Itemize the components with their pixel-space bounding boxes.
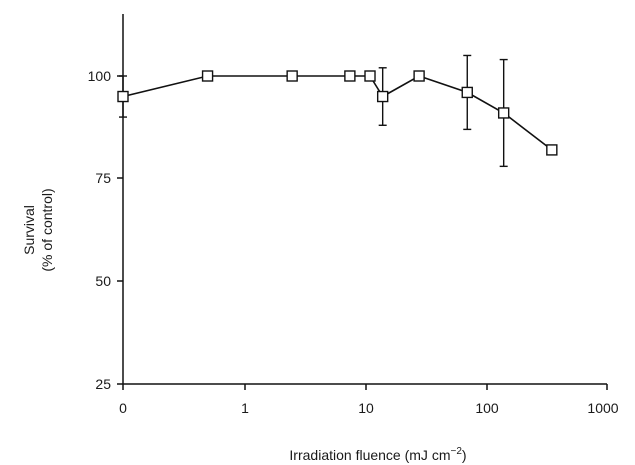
y-axis-label-line2: (% of control): [39, 188, 55, 271]
data-point: [344, 70, 356, 82]
x-tick-label-1000: 1000: [587, 400, 618, 416]
x-tick-label-1: 1: [241, 400, 249, 416]
plot-area: [117, 54, 558, 168]
y-tick-label-75: 75: [95, 170, 111, 186]
data-point: [286, 70, 298, 82]
data-point: [413, 70, 425, 82]
x-tick-label-0: 0: [119, 400, 127, 416]
x-tick-label-10: 10: [358, 400, 374, 416]
data-point: [497, 107, 510, 119]
y-axis: 25 50 75 100: [88, 14, 124, 392]
x-tick-label-100: 100: [475, 400, 499, 416]
y-tick-label-50: 50: [95, 273, 111, 289]
y-tick-label-100: 100: [88, 68, 112, 84]
x-axis: 0 1 10 100 1000: [119, 383, 619, 416]
data-point: [461, 86, 473, 99]
data-point: [364, 70, 376, 82]
series-line: [122, 75, 553, 151]
x-axis-label-close: ): [462, 447, 467, 463]
x-axis-label-superscript: −2: [450, 446, 462, 457]
data-point: [201, 70, 214, 82]
data-point: [376, 90, 389, 103]
y-tick-label-25: 25: [95, 376, 111, 392]
data-point: [117, 90, 129, 103]
x-axis-label: Irradiation fluence (mJ cm−2): [289, 446, 466, 463]
data-point: [546, 144, 558, 156]
x-axis-label-main: Irradiation fluence (mJ cm: [289, 447, 450, 463]
y-axis-label-line1: Survival: [21, 205, 37, 255]
